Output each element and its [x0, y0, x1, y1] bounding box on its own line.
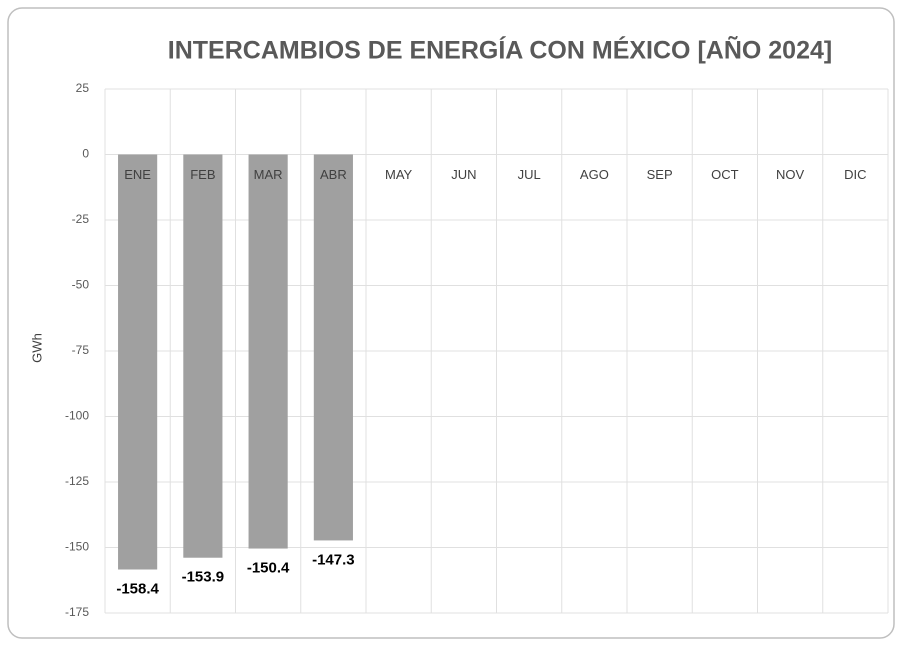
bar [248, 154, 288, 549]
bar [183, 154, 223, 558]
data-label: -150.4 [247, 560, 290, 577]
data-label: -147.3 [312, 551, 355, 568]
x-tick-label: MAR [254, 167, 283, 182]
data-label: -158.4 [116, 580, 159, 597]
y-tick-label: -125 [65, 474, 89, 488]
y-tick-label: -75 [72, 343, 90, 357]
x-tick-label: SEP [647, 167, 673, 182]
x-tick-label: JUL [518, 167, 541, 182]
y-tick-label: 0 [82, 147, 89, 161]
x-tick-label: FEB [190, 167, 215, 182]
data-label: -153.9 [182, 569, 225, 586]
x-tick-label: MAY [385, 167, 413, 182]
x-tick-label: DIC [844, 167, 866, 182]
y-tick-label: -150 [65, 540, 89, 554]
y-tick-label: -25 [72, 212, 90, 226]
x-tick-label: JUN [451, 167, 476, 182]
bar [313, 154, 353, 541]
x-tick-label: AGO [580, 167, 609, 182]
x-tick-label: NOV [776, 167, 805, 182]
y-tick-label: -100 [65, 409, 89, 423]
bar [118, 154, 158, 570]
y-axis-label: GWh [29, 333, 44, 363]
chart-title: INTERCAMBIOS DE ENERGÍA CON MÉXICO [AÑO … [168, 35, 832, 65]
chart-frame [7, 7, 895, 639]
y-tick-label: -50 [72, 278, 90, 292]
x-tick-label: ENE [124, 167, 151, 182]
y-tick-label: -175 [65, 605, 89, 619]
x-tick-label: ABR [320, 167, 347, 182]
x-tick-label: OCT [711, 167, 739, 182]
y-tick-label: 25 [76, 81, 90, 95]
